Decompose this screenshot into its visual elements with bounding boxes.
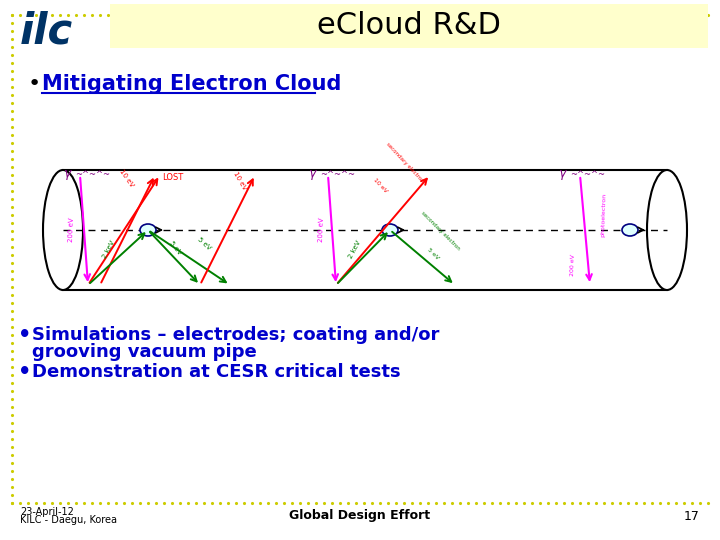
Text: 10 eV: 10 eV [118,168,135,188]
Text: 5 eV: 5 eV [426,247,439,261]
Ellipse shape [382,224,398,236]
Text: $\gamma$: $\gamma$ [558,168,568,182]
Text: 23-April-12: 23-April-12 [20,507,74,517]
Text: Mitigating Electron Cloud: Mitigating Electron Cloud [42,74,341,94]
Text: •: • [18,325,32,345]
Text: KILC - Daegu, Korea: KILC - Daegu, Korea [20,515,117,525]
Ellipse shape [43,170,83,290]
Text: secondary electron: secondary electron [420,210,461,251]
Text: LOST: LOST [162,173,184,182]
Text: •: • [18,362,32,382]
Text: 2 keV: 2 keV [102,239,117,259]
Text: 10 eV: 10 eV [372,178,388,194]
Text: 200 eV: 200 eV [570,254,576,276]
Ellipse shape [140,224,156,236]
Text: 2 keV: 2 keV [348,239,362,259]
Text: 5 eV: 5 eV [196,236,212,251]
Ellipse shape [647,170,687,290]
Text: 200 eV: 200 eV [68,218,75,242]
Text: ~^~^~: ~^~^~ [75,170,110,179]
Text: ~^~^~: ~^~^~ [570,170,605,179]
Text: photoelectron: photoelectron [600,193,606,237]
Text: 10 eV: 10 eV [232,171,248,191]
Ellipse shape [622,224,638,236]
Text: eCloud R&D: eCloud R&D [317,11,501,40]
Text: $\gamma$: $\gamma$ [308,168,318,182]
Bar [110,4,708,48]
Text: •: • [28,74,41,94]
Text: Global Design Effort: Global Design Effort [289,510,431,523]
Bar [63,170,667,290]
Text: Demonstration at CESR critical tests: Demonstration at CESR critical tests [32,363,400,381]
Text: 17: 17 [684,510,700,523]
Text: 5 eV: 5 eV [168,240,182,256]
Text: grooving vacuum pipe: grooving vacuum pipe [32,343,257,361]
Text: Simulations – electrodes; coating and/or: Simulations – electrodes; coating and/or [32,326,439,344]
Text: $\gamma$: $\gamma$ [63,168,73,182]
Text: ~^~^~: ~^~^~ [320,170,355,179]
Text: ilc: ilc [20,11,73,53]
Text: secondary electron: secondary electron [385,142,425,184]
Text: 200 eV: 200 eV [318,218,325,242]
